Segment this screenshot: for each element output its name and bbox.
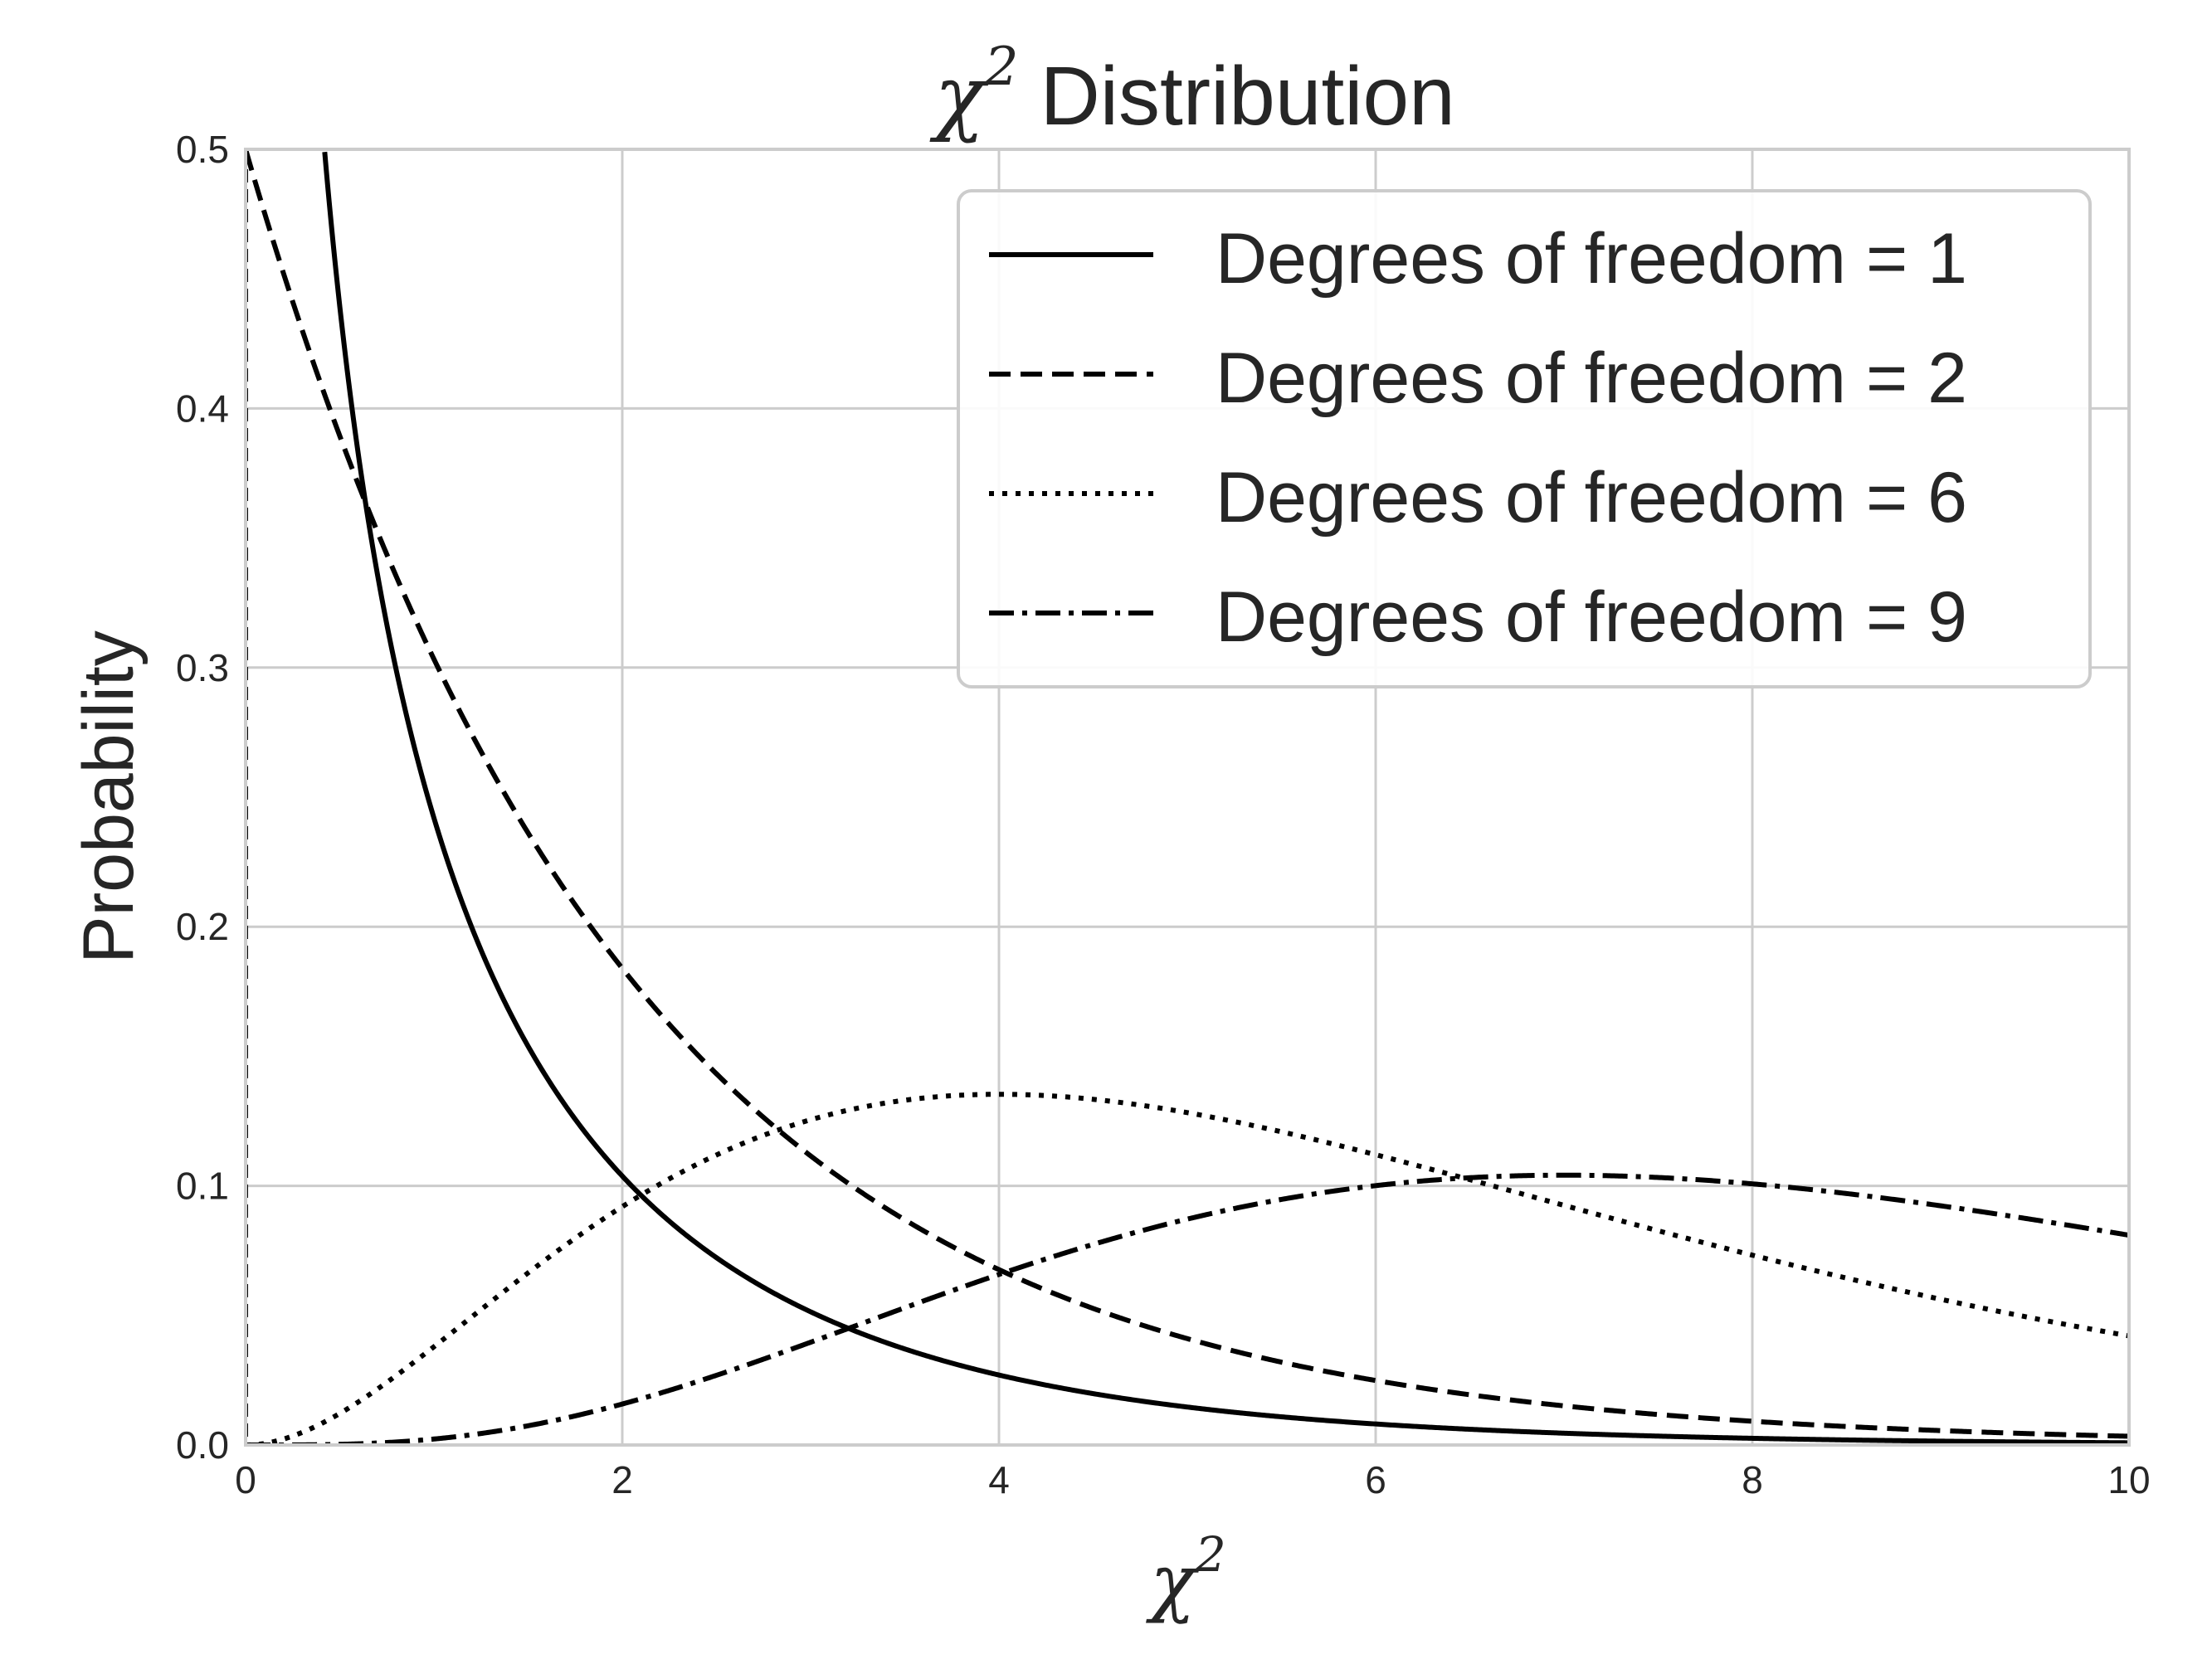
legend-label-df-2: Degrees of freedom = 2 bbox=[1216, 338, 1967, 418]
y-tick-label: 0.5 bbox=[176, 128, 229, 171]
series-line-df-1 bbox=[322, 151, 2129, 1445]
y-tick-label: 0.4 bbox=[176, 387, 229, 430]
legend-label-df-9: Degrees of freedom = 9 bbox=[1216, 577, 1967, 657]
x-tick-label: 8 bbox=[1742, 1458, 1763, 1501]
legend: Degrees of freedom = 1 Degrees of freedom… bbox=[957, 189, 2092, 688]
y-tick-label: 0.0 bbox=[176, 1423, 229, 1467]
legend-frame bbox=[957, 189, 2092, 688]
x-tick-label: 10 bbox=[2107, 1458, 2150, 1501]
x-tick-label: 6 bbox=[1365, 1458, 1386, 1501]
legend-label-df-1: Degrees of freedom = 1 bbox=[1216, 219, 1967, 299]
series-line-df-2 bbox=[246, 149, 2129, 1439]
y-tick-labels: 0.0 0.1 0.2 0.3 0.4 0.5 bbox=[176, 128, 229, 1467]
x-tick-label: 0 bbox=[235, 1458, 256, 1501]
x-tick-labels: 0 2 4 6 8 10 bbox=[235, 1458, 2150, 1501]
legend-label-df-6: Degrees of freedom = 6 bbox=[1216, 458, 1967, 538]
chart-title: χ2 Distribution bbox=[929, 36, 1455, 144]
x-tick-label: 4 bbox=[988, 1458, 1010, 1501]
y-tick-label: 0.1 bbox=[176, 1165, 229, 1208]
series-line-df-9 bbox=[246, 1172, 2129, 1445]
series-line-df-6 bbox=[246, 1092, 2129, 1445]
y-axis-label: Probability bbox=[69, 630, 149, 964]
y-tick-label: 0.2 bbox=[176, 905, 229, 948]
x-tick-label: 2 bbox=[611, 1458, 633, 1501]
y-tick-label: 0.3 bbox=[176, 646, 229, 689]
x-axis-label: χ2 bbox=[1145, 1526, 1225, 1626]
axes-frame bbox=[244, 148, 2131, 1447]
